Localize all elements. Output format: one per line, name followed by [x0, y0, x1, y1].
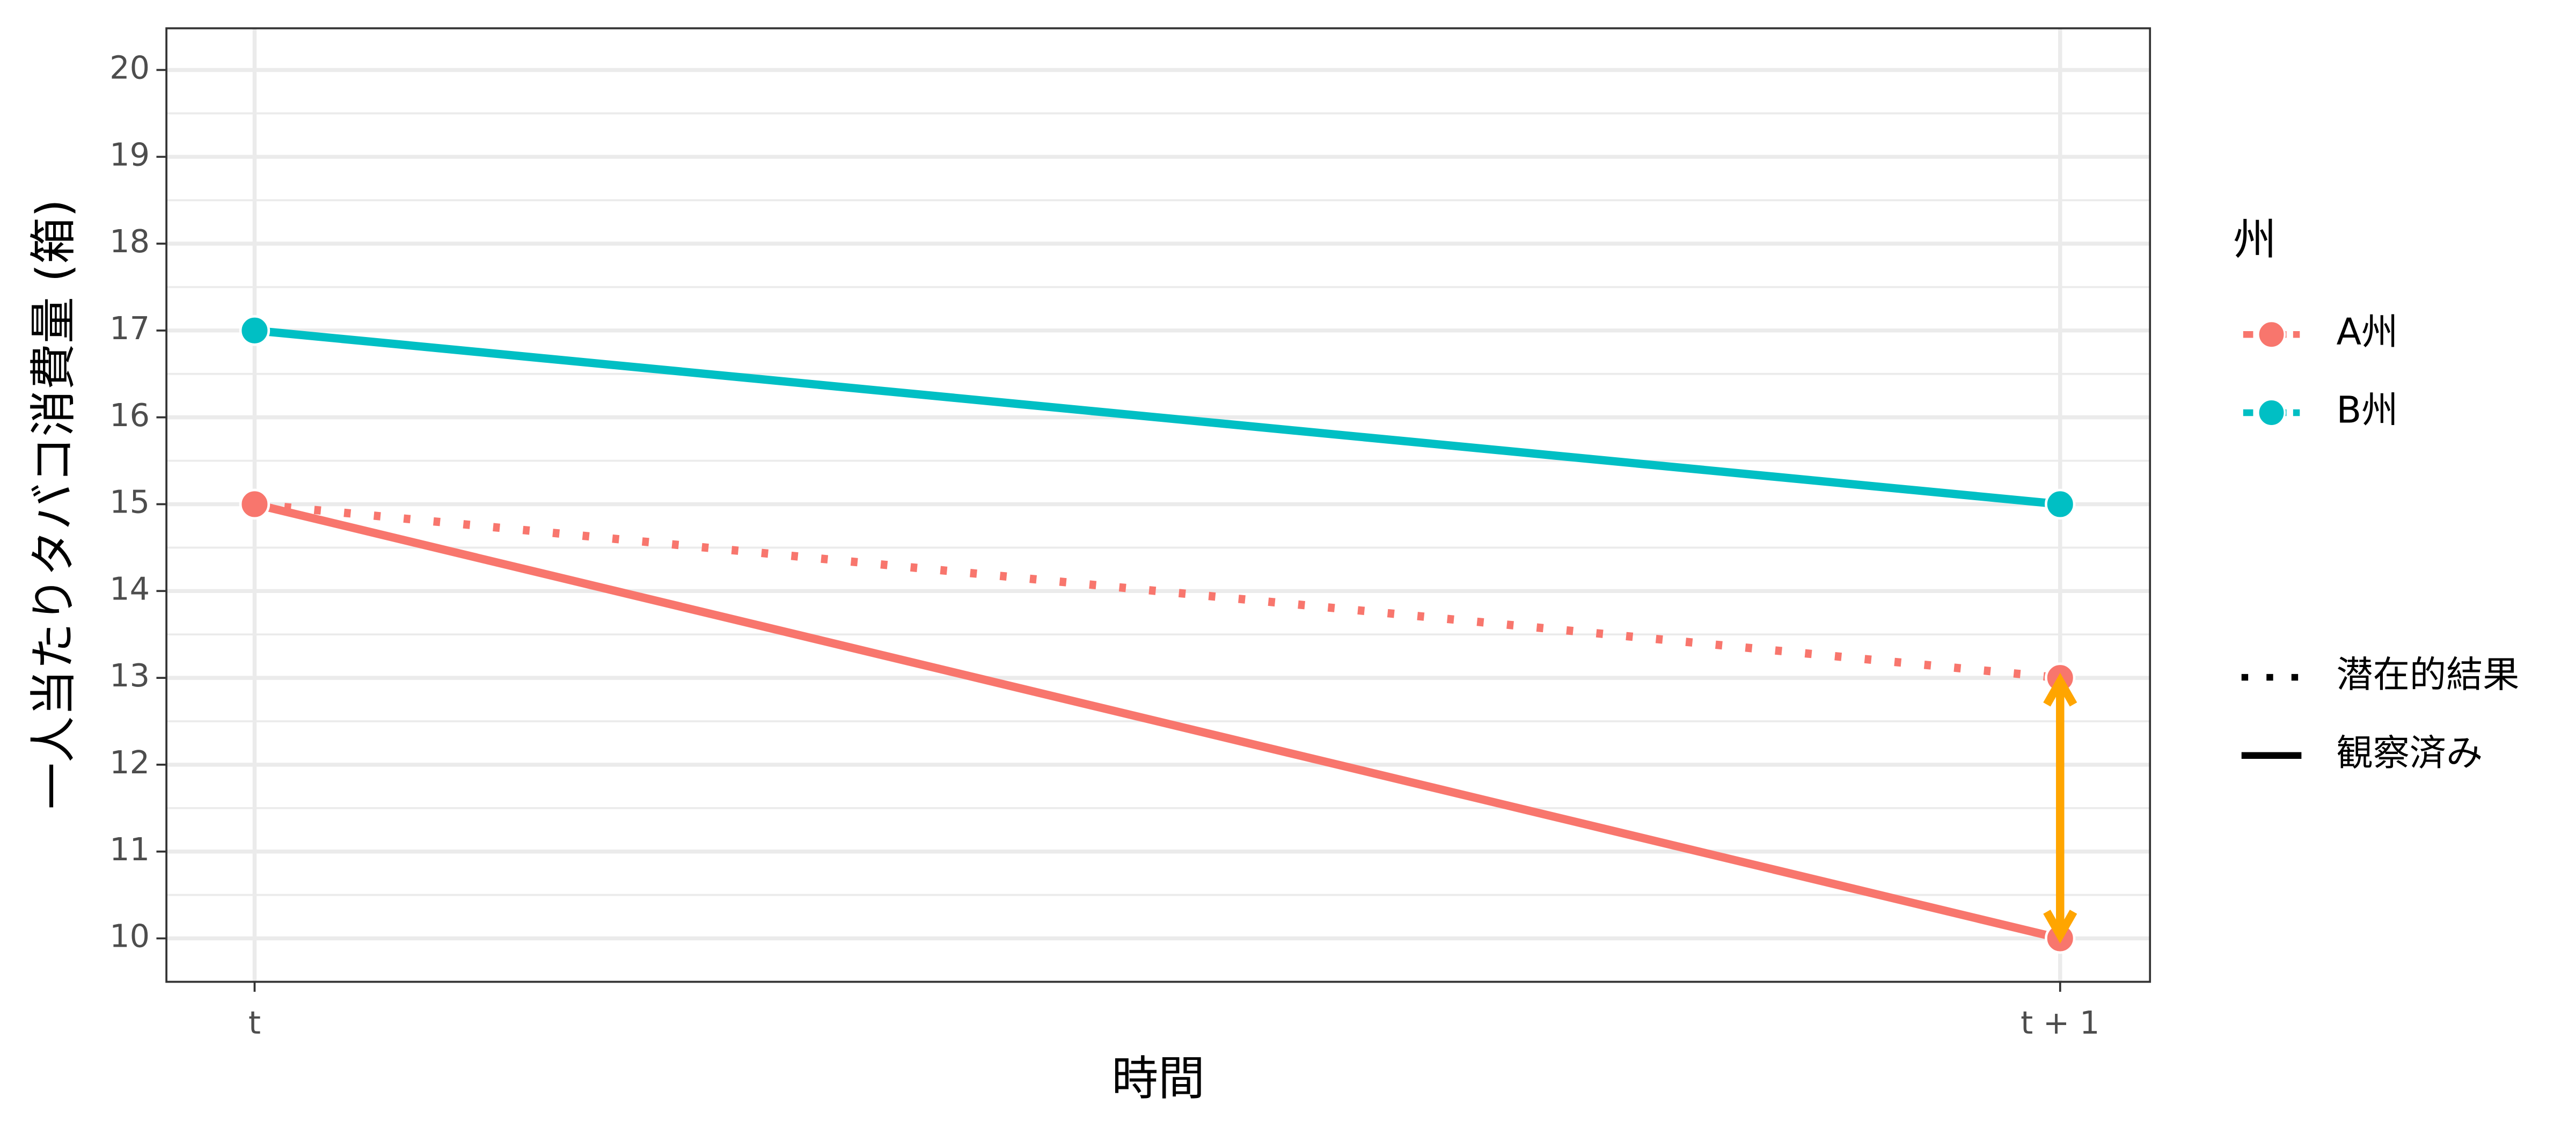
arrow-head — [2043, 672, 2077, 707]
x-axis-title: 時間 — [1111, 1051, 1205, 1106]
y-tick-label: 15 — [109, 484, 150, 521]
y-tick-label: 11 — [109, 831, 150, 868]
x-tick-label: t — [248, 1004, 261, 1041]
y-tick-label: 10 — [109, 918, 150, 955]
legend-dot — [2257, 398, 2286, 427]
y-tick-label: 14 — [109, 570, 150, 607]
legend-label: 潜在的結果 — [2336, 654, 2519, 697]
legend-dot — [2257, 320, 2286, 349]
y-tick-label: 18 — [109, 223, 150, 260]
x-tick-label: t + 1 — [2021, 1004, 2099, 1041]
point — [239, 315, 270, 346]
legend-label: A州 — [2336, 311, 2398, 354]
y-tick-label: 20 — [109, 49, 150, 86]
y-tick-label: 19 — [109, 136, 150, 173]
series-line — [254, 500, 2061, 682]
point — [239, 488, 270, 520]
series-line — [254, 326, 2061, 509]
legend-label: 観察済み — [2336, 732, 2483, 774]
arrow-head — [2043, 910, 2077, 943]
y-tick-label: 12 — [109, 744, 150, 781]
legend-label: B州 — [2336, 390, 2398, 432]
series-line — [253, 500, 2061, 943]
y-axis-title: 一人当たりタバコ消費量 (箱) — [26, 199, 80, 809]
y-tick-label: 13 — [109, 657, 150, 694]
panel-border — [165, 27, 2151, 983]
y-tick-label: 17 — [109, 310, 150, 347]
legend-title: 州 — [2233, 215, 2277, 266]
point — [2045, 488, 2076, 520]
y-tick-label: 16 — [109, 397, 150, 434]
